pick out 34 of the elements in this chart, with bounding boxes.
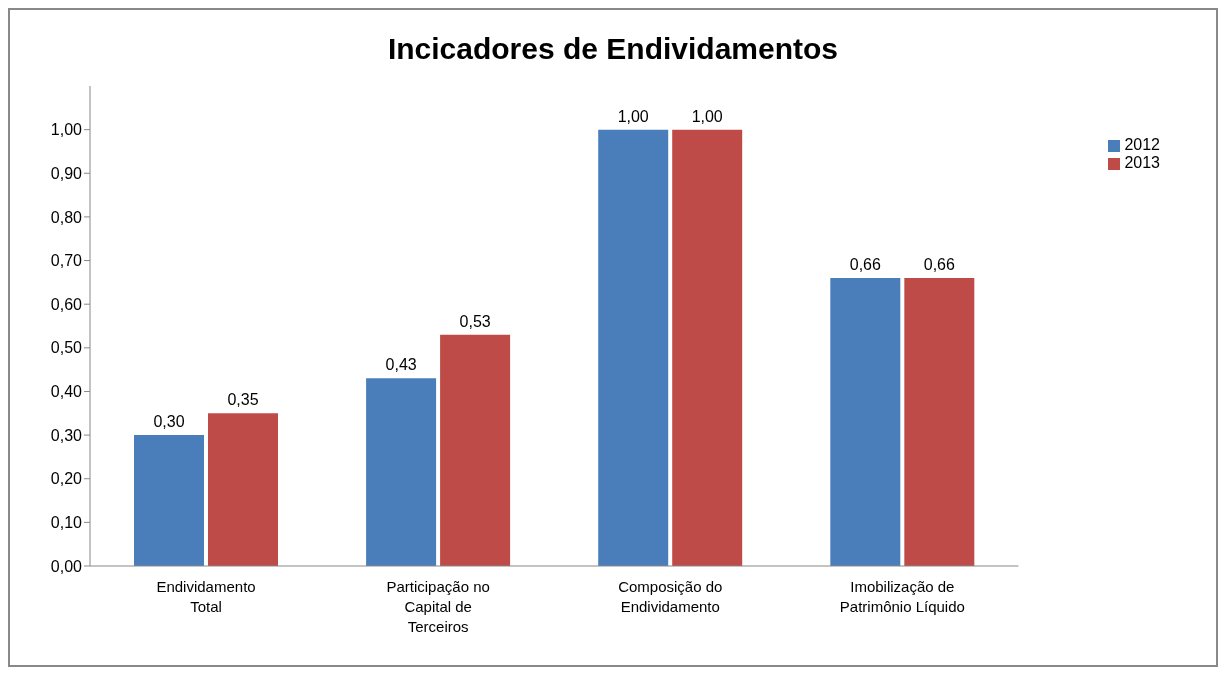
data-label: 1,00	[617, 107, 649, 125]
data-label: 0,43	[385, 356, 417, 374]
bar	[830, 278, 901, 566]
data-label: 0,30	[153, 413, 185, 431]
y-tick-label: 0,00	[50, 557, 83, 575]
x-tick-label: Imobilização de Patrimônio Líquido	[839, 578, 965, 615]
data-label: 0,53	[459, 312, 491, 330]
legend-label: 2013	[1124, 154, 1160, 171]
y-tick-label: 0,10	[50, 514, 83, 532]
x-tick-label: Participação no Capital de Terceiros	[386, 578, 490, 635]
bar	[904, 278, 975, 566]
x-tick-label: Composição do Endividamento	[618, 578, 723, 615]
data-label: 1,00	[691, 107, 723, 125]
y-tick-label: 1,00	[50, 121, 83, 139]
bar	[672, 129, 743, 566]
bar	[208, 413, 278, 566]
chart-title: Incicadores de Endividamentos	[386, 32, 840, 66]
data-label: 0,35	[227, 391, 259, 409]
y-tick-label: 0,50	[50, 339, 83, 357]
y-tick-label: 0,30	[50, 426, 83, 444]
bar	[366, 378, 437, 566]
bar	[440, 334, 511, 566]
data-label: 0,66	[923, 256, 955, 273]
bar	[598, 129, 669, 566]
y-tick-label: 0,90	[50, 164, 83, 182]
data-label: 0,66	[849, 256, 881, 273]
x-tick-label: Endividamento Total	[156, 578, 256, 615]
y-tick-label: 0,80	[50, 208, 83, 226]
legend-label: 2012	[1124, 136, 1160, 153]
y-tick-label: 0,20	[50, 470, 83, 488]
y-tick-label: 0,40	[50, 383, 83, 401]
bar	[134, 435, 204, 566]
y-tick-label: 0,70	[50, 252, 83, 270]
y-tick-label: 0,60	[50, 295, 83, 313]
